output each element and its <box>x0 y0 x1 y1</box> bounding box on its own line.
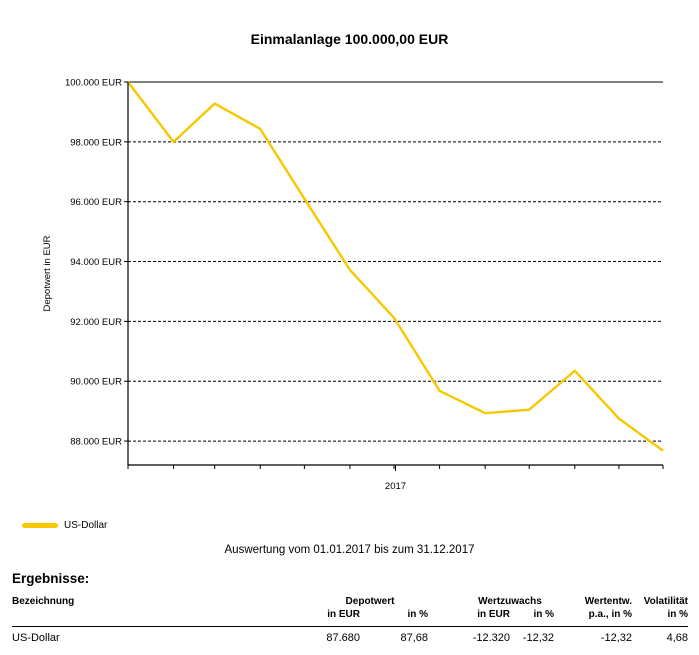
cell-wz-eur: -12.320 <box>472 632 510 644</box>
header-vol-pct: in % <box>667 609 688 620</box>
plot-frame <box>127 82 663 466</box>
y-axis-label: Depotwert in EUR <box>42 235 53 311</box>
header-wertzuwachs: Wertzuwachs <box>478 596 542 607</box>
header-depot-pct: in % <box>407 609 428 620</box>
header-depot-eur: in EUR <box>327 609 360 620</box>
header-wz-eur: in EUR <box>477 609 510 620</box>
y-tick-label: 96.000 EUR <box>70 197 122 208</box>
y-tick-label: 100.000 EUR <box>65 78 122 89</box>
cell-vol-pct: 4,68 <box>666 632 688 644</box>
table-divider <box>12 626 688 627</box>
results-title: Ergebnisse: <box>12 571 90 586</box>
series-line-us-dollar <box>127 81 664 452</box>
x-tick-label: 2017 <box>385 481 406 492</box>
header-depotwert: Depotwert <box>345 596 395 607</box>
y-tick-label: 90.000 EUR <box>70 377 122 388</box>
cell-wertentw-pa: -12,32 <box>600 632 632 644</box>
chart-title: Einmalanlage 100.000,00 EUR <box>250 31 449 47</box>
period-text: Auswertung vom 01.01.2017 bis zum 31.12.… <box>224 544 475 556</box>
header-bezeichnung: Bezeichnung <box>12 596 75 607</box>
legend-label-us-dollar: US-Dollar <box>64 520 108 531</box>
header-wertentw-pa: p.a., in % <box>588 609 632 620</box>
axis-ticks: 100.000 EUR 98.000 EUR 96.000 EUR 94.000 EU… <box>42 78 664 492</box>
cell-depot-pct: 87,68 <box>400 632 428 644</box>
y-tick-label: 94.000 EUR <box>70 257 122 268</box>
y-tick-label: 88.000 EUR <box>70 437 122 448</box>
cell-depot-eur: 87.680 <box>326 632 360 644</box>
series-layer <box>127 81 664 452</box>
legend: US-Dollar <box>22 520 107 531</box>
y-tick-label: 98.000 EUR <box>70 137 122 148</box>
header-wz-pct: in % <box>533 609 554 620</box>
gridlines <box>128 81 663 442</box>
cell-wz-pct: -12,32 <box>522 632 554 644</box>
header-volatilitaet: Volatilität <box>643 596 688 607</box>
y-tick-label: 92.000 EUR <box>70 317 122 328</box>
cell-name: US-Dollar <box>12 632 60 644</box>
chart-canvas: 100.000 EUR 98.000 EUR 96.000 EUR 94.000 EU… <box>42 78 664 492</box>
header-wertentw: Wertentw. <box>584 596 632 607</box>
legend-swatch-us-dollar <box>22 523 58 528</box>
